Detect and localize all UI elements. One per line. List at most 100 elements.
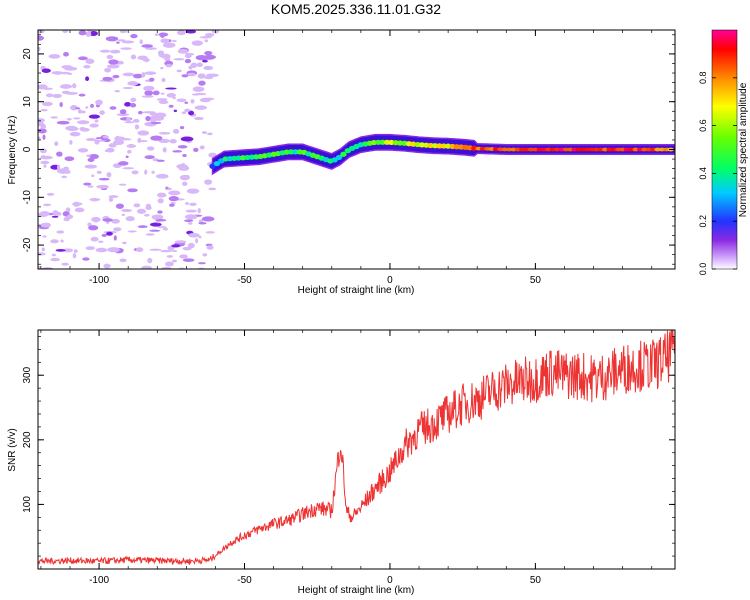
noise-blob <box>88 225 99 231</box>
noise-blob <box>157 210 163 214</box>
noise-blob <box>204 39 209 43</box>
noise-blob <box>149 111 157 116</box>
noise-blob <box>150 135 163 141</box>
noise-blob <box>161 77 166 83</box>
noise-blob <box>85 31 92 37</box>
noise-blob <box>141 95 154 98</box>
noise-blob <box>110 49 121 54</box>
noise-blob <box>208 152 217 158</box>
colorbar-tick-label: 0.8 <box>698 72 708 85</box>
bottom-ylabel: SNR (v/v) <box>7 428 18 471</box>
bottom-y-tick-label: 300 <box>22 366 33 383</box>
noise-blob <box>122 86 134 90</box>
noise-blob <box>155 219 167 222</box>
top-y-tick-label: -20 <box>22 237 33 252</box>
noise-blob <box>176 30 186 36</box>
noise-blob <box>91 174 95 178</box>
noise-blob <box>190 62 198 68</box>
noise-blob <box>160 32 165 38</box>
noise-blob <box>137 225 148 229</box>
noise-blob <box>106 54 114 60</box>
noise-blob <box>89 198 101 202</box>
noise-blobs <box>38 30 220 269</box>
noise-blob <box>40 155 53 160</box>
noise-blob <box>114 90 121 93</box>
noise-blob <box>38 252 46 256</box>
noise-blob <box>99 110 105 115</box>
noise-blob <box>43 164 47 168</box>
noise-blob <box>145 47 158 50</box>
noise-blob <box>202 253 208 257</box>
noise-blob <box>85 76 90 82</box>
noise-blob <box>189 202 197 207</box>
noise-blob <box>56 151 63 157</box>
noise-blob <box>162 42 176 48</box>
noise-blob <box>150 121 162 125</box>
colorbar-label: Normalized spectral amplitude <box>738 82 749 217</box>
noise-blob <box>181 111 187 115</box>
noise-blob <box>198 235 202 239</box>
noise-blob <box>132 119 140 123</box>
noise-blob <box>184 219 194 223</box>
noise-blob <box>158 131 171 135</box>
noise-blob <box>187 222 193 225</box>
noise-blob <box>56 168 70 174</box>
noise-blob <box>158 100 169 105</box>
noise-blob <box>55 248 66 252</box>
noise-blob <box>41 101 53 107</box>
top-y-tick-label: 0 <box>22 146 33 152</box>
noise-blob <box>65 91 79 95</box>
noise-blob <box>147 257 153 264</box>
noise-blob <box>102 218 114 222</box>
noise-blob <box>205 231 215 234</box>
noise-blob <box>184 108 191 113</box>
noise-blob <box>106 231 113 236</box>
noise-blob <box>87 185 94 188</box>
noise-blob <box>149 229 161 232</box>
noise-blob <box>174 240 187 244</box>
noise-blob <box>151 170 155 174</box>
noise-blob <box>204 179 213 185</box>
noise-blob <box>149 222 162 227</box>
bottom-y-axis: 100 200 300 <box>22 336 675 557</box>
noise-blob <box>122 167 135 170</box>
noise-blob <box>118 183 127 186</box>
noise-blob <box>150 117 157 123</box>
noise-blob <box>144 155 155 160</box>
noise-blob <box>42 203 52 207</box>
noise-blob <box>50 239 59 244</box>
noise-blob <box>141 72 146 78</box>
bottom-x-tick-label: -100 <box>89 575 109 586</box>
noise-blob <box>78 93 86 97</box>
noise-blob <box>121 40 135 44</box>
noise-blob <box>74 207 85 213</box>
ridge-cell <box>471 145 478 151</box>
noise-blob <box>66 126 79 132</box>
noise-blob <box>188 110 195 116</box>
ridge-trace <box>209 133 675 176</box>
noise-blob <box>116 113 130 117</box>
noise-blob <box>56 120 70 125</box>
colorbar-tick-label: 0.4 <box>698 167 708 180</box>
snr-series-line <box>38 330 675 566</box>
noise-blob <box>185 30 197 34</box>
noise-blob <box>41 68 51 73</box>
colorbar-tick-label: 0.0 <box>698 263 708 276</box>
noise-blob <box>40 222 51 228</box>
noise-blob <box>181 74 189 78</box>
noise-blob <box>119 109 127 115</box>
noise-blob <box>72 201 80 207</box>
noise-blob <box>132 73 143 79</box>
top-y-tick-label: -10 <box>22 190 33 205</box>
noise-blob <box>65 207 71 213</box>
noise-blob <box>85 138 97 142</box>
noise-blob <box>104 149 109 152</box>
noise-blob <box>90 236 99 242</box>
noise-blob <box>169 139 177 144</box>
noise-blob <box>73 249 78 253</box>
noise-blob <box>112 74 120 79</box>
noise-blob <box>64 156 75 162</box>
noise-blob <box>105 36 119 42</box>
